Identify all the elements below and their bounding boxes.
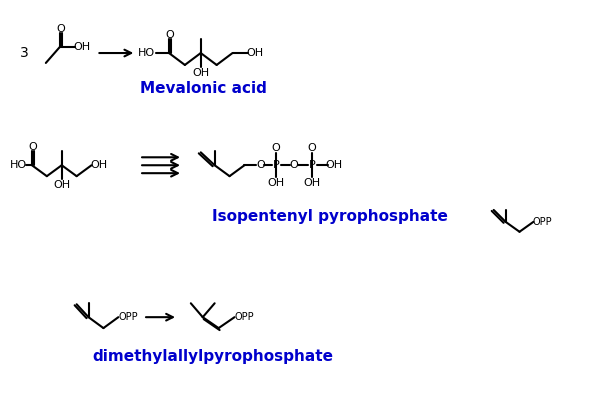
Text: O: O	[28, 142, 38, 152]
Text: OPP: OPP	[118, 312, 138, 322]
Text: OH: OH	[90, 160, 107, 170]
Text: HO: HO	[10, 160, 27, 170]
Text: OPP: OPP	[533, 217, 552, 227]
Text: OPP: OPP	[235, 312, 254, 322]
Text: O: O	[256, 160, 265, 170]
Text: OH: OH	[53, 180, 70, 190]
Text: O: O	[290, 160, 299, 170]
Text: OH: OH	[268, 178, 285, 188]
Text: O: O	[307, 143, 317, 153]
Text: OH: OH	[192, 68, 209, 78]
Text: OH: OH	[304, 178, 320, 188]
Text: O: O	[166, 30, 174, 40]
Text: O: O	[56, 24, 65, 34]
Text: OH: OH	[247, 48, 264, 58]
Text: dimethylallylpyrophosphate: dimethylallylpyrophosphate	[92, 350, 333, 364]
Text: P: P	[273, 160, 280, 170]
Text: OH: OH	[325, 160, 342, 170]
Text: P: P	[309, 160, 315, 170]
Text: HO: HO	[138, 48, 155, 58]
Text: Mevalonic acid: Mevalonic acid	[140, 81, 267, 96]
Text: 3: 3	[20, 46, 28, 60]
Text: OH: OH	[73, 42, 90, 52]
Text: Isopentenyl pyrophosphate: Isopentenyl pyrophosphate	[212, 209, 448, 224]
Text: O: O	[272, 143, 281, 153]
